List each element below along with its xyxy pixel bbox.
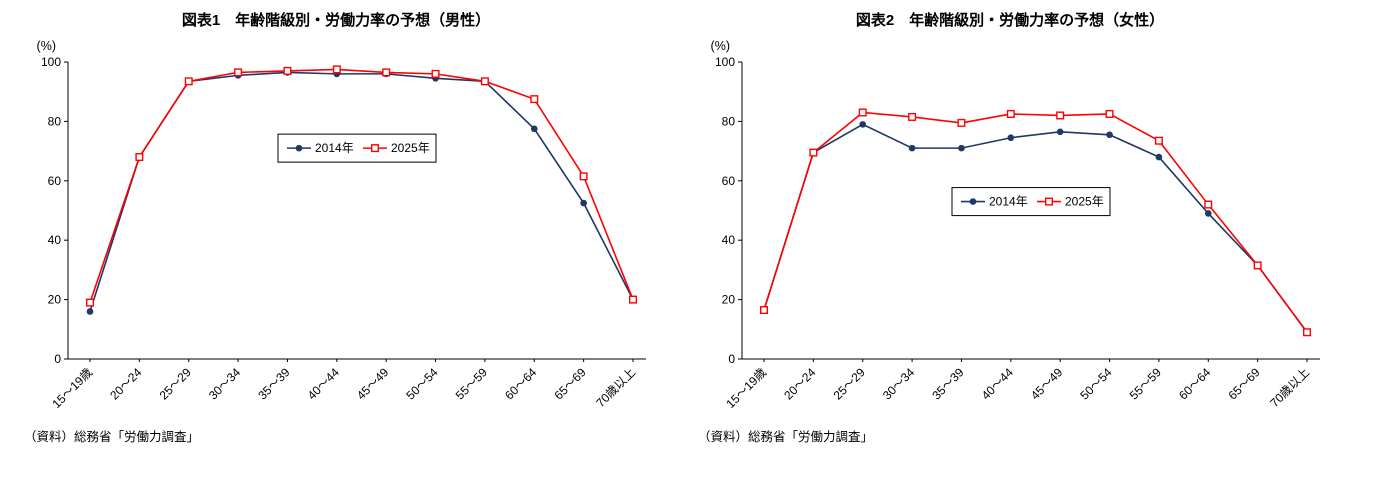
source-note-male: （資料）総務省「労働力調査」 [24, 430, 200, 444]
y-axis-unit-label: (%) [711, 39, 730, 53]
y-tick-label: 80 [48, 114, 62, 128]
y-tick-label: 40 [722, 233, 736, 247]
data-point [858, 108, 867, 117]
x-tick-label: 30～34 [880, 365, 917, 402]
data-point [957, 118, 966, 127]
series-line-2025年 [763, 111, 1308, 333]
x-tick-label: 55～59 [453, 365, 490, 402]
chart-panel-male: 図表1 年齢階級別・労働力率の予想（男性） (%) 0 20 40 60 80 100 15～… [6, 10, 666, 445]
x-tick-label: 45～49 [354, 365, 391, 402]
x-tick-label: 60～64 [502, 365, 539, 402]
data-point [579, 172, 588, 181]
line-chart-female: (%) 0 20 40 60 80 100 15～19歳 20～24 25～29 30～34 35～3… [711, 39, 1320, 411]
data-point [908, 112, 917, 121]
data-point [86, 308, 94, 315]
chart-title-female: 図表2 年齢階級別・労働力率の予想（女性） [855, 12, 1165, 29]
y-tick-label: 100 [715, 55, 735, 69]
x-tick-label: 65～69 [1225, 365, 1262, 402]
data-point [1303, 328, 1312, 337]
data-point [629, 295, 638, 304]
data-point [85, 298, 94, 307]
x-tick-label: 40～44 [305, 365, 342, 402]
x-tick-label: 70歳以上 [1267, 365, 1312, 410]
x-tick-label: 20～24 [781, 365, 818, 402]
series-line-2025年 [89, 68, 634, 303]
y-tick-label: 20 [48, 293, 62, 307]
x-tick-label: 25～29 [157, 365, 194, 402]
x-tick-label: 20～24 [107, 365, 144, 402]
chart-title-male: 図表1 年齢階級別・労働力率の予想（男性） [181, 12, 491, 29]
data-point [958, 144, 965, 152]
data-point [809, 148, 818, 157]
x-tick-label: 15～19歳 [723, 365, 769, 411]
data-point [1155, 153, 1163, 161]
data-point [1106, 131, 1113, 139]
data-point [530, 95, 539, 104]
data-point [580, 199, 587, 207]
x-tick-label: 40～44 [979, 365, 1016, 402]
data-point [1056, 111, 1065, 120]
y-tick-label: 0 [728, 352, 735, 366]
legend-label: 2025年 [391, 141, 430, 155]
x-tick-label: 15～19歳 [49, 365, 95, 411]
y-tick-label: 60 [722, 174, 736, 188]
data-point [759, 305, 768, 314]
data-point [1204, 210, 1212, 217]
legend-marker [1045, 197, 1054, 206]
y-tick-label: 20 [722, 293, 736, 307]
data-point [1105, 109, 1114, 118]
x-tick-label: 35～39 [929, 365, 966, 402]
data-point [908, 144, 916, 152]
line-chart-male: (%) 0 20 40 60 80 100 15～19歳 20～24 25～29 30～34 35～3… [37, 39, 646, 411]
y-tick-label: 100 [41, 55, 61, 69]
y-tick-label: 60 [48, 174, 62, 188]
data-point [1007, 134, 1015, 142]
x-tick-label: 35～39 [255, 365, 292, 402]
data-point [184, 77, 193, 86]
x-tick-label: 70歳以上 [593, 365, 638, 410]
x-tick-label: 25～29 [831, 365, 868, 402]
legend-marker [969, 198, 977, 205]
series-line-2014年 [763, 123, 1308, 333]
data-point [234, 68, 243, 77]
data-point [382, 68, 391, 77]
legend-label: 2025年 [1065, 195, 1104, 209]
legend-label: 2014年 [315, 141, 354, 155]
data-point [1204, 200, 1213, 209]
data-point [530, 125, 538, 133]
y-tick-label: 80 [722, 114, 736, 128]
legend-label: 2014年 [989, 195, 1028, 209]
data-point [480, 77, 489, 86]
data-point [1253, 261, 1262, 270]
x-tick-label: 55～59 [1127, 365, 1164, 402]
data-point [1056, 128, 1064, 136]
legend-marker [371, 144, 380, 153]
data-point [1154, 136, 1163, 145]
data-point [1006, 109, 1015, 118]
page: 図表1 年齢階級別・労働力率の予想（男性） (%) 0 20 40 60 80 100 15～… [6, 10, 1340, 445]
data-point [332, 65, 341, 74]
data-point [859, 121, 867, 128]
data-point [135, 153, 144, 162]
y-tick-label: 0 [54, 352, 61, 366]
legend-marker [295, 144, 303, 152]
x-tick-label: 30～34 [206, 365, 243, 402]
x-tick-label: 65～69 [551, 365, 588, 402]
data-point [283, 66, 292, 75]
chart-panel-female: 図表2 年齢階級別・労働力率の予想（女性） (%) 0 20 40 60 80 100 15～… [680, 10, 1340, 445]
x-tick-label: 50～54 [1077, 365, 1114, 402]
data-point [431, 69, 440, 78]
x-tick-label: 50～54 [403, 365, 440, 402]
y-axis-unit-label: (%) [37, 39, 56, 53]
x-tick-label: 60～64 [1176, 365, 1213, 402]
x-tick-label: 45～49 [1028, 365, 1065, 402]
y-tick-label: 40 [48, 233, 62, 247]
source-note-female: （資料）総務省「労働力調査」 [698, 430, 874, 444]
